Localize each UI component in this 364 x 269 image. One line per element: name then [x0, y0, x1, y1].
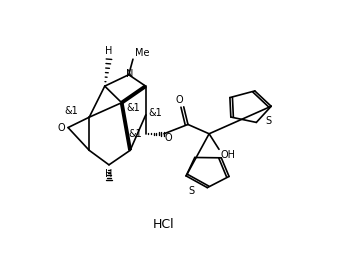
Text: OH: OH	[221, 150, 236, 160]
Text: &1: &1	[128, 129, 142, 139]
Text: S: S	[266, 116, 272, 126]
Text: H: H	[105, 169, 113, 179]
Text: S: S	[189, 186, 195, 196]
Text: &1: &1	[149, 108, 162, 118]
Text: H: H	[105, 46, 113, 56]
Text: N: N	[126, 69, 133, 79]
Text: &1: &1	[126, 103, 140, 113]
Text: &1: &1	[65, 106, 78, 116]
Text: Me: Me	[135, 48, 150, 58]
Text: HCl: HCl	[153, 218, 175, 231]
Text: O: O	[165, 133, 172, 143]
Text: O: O	[57, 123, 65, 133]
Text: O: O	[175, 95, 183, 105]
